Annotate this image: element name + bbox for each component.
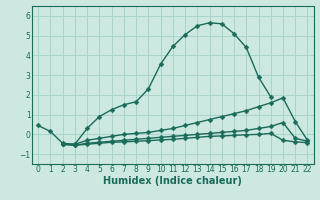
X-axis label: Humidex (Indice chaleur): Humidex (Indice chaleur) — [103, 176, 242, 186]
